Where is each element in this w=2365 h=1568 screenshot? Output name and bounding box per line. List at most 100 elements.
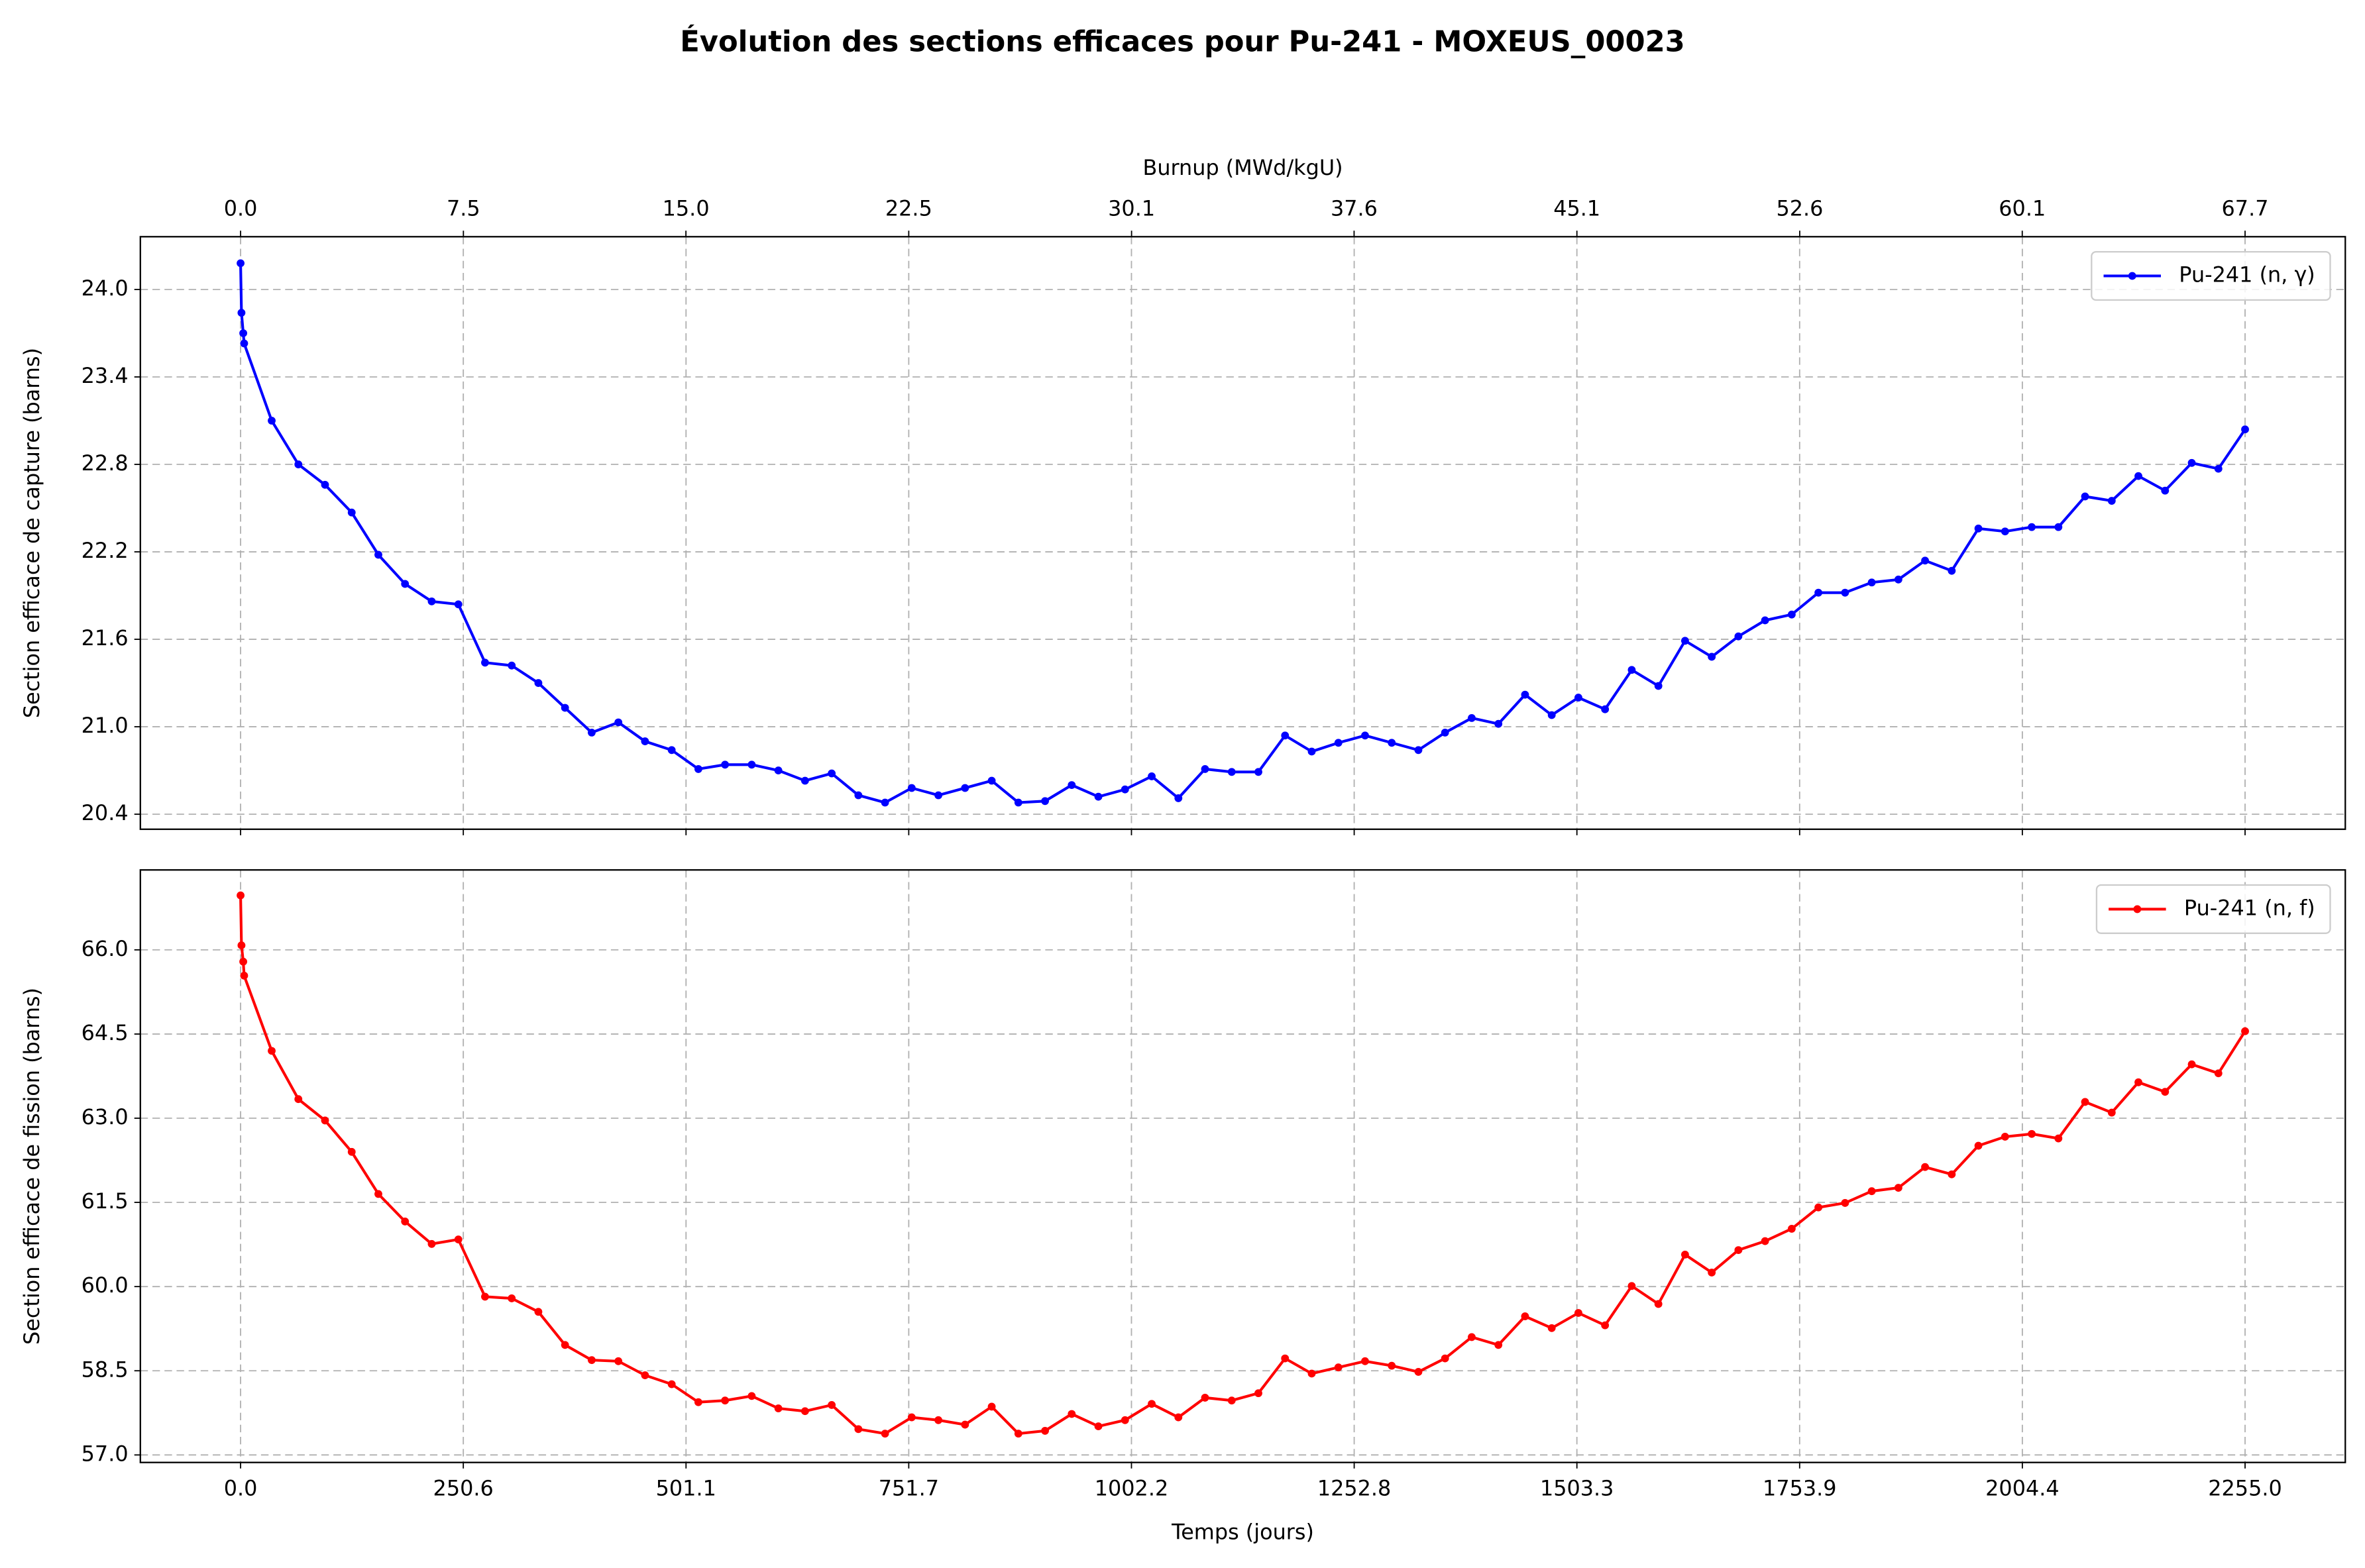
- data-point: [1254, 768, 1262, 776]
- data-point: [427, 597, 436, 605]
- data-point: [294, 460, 303, 468]
- data-point: [2187, 458, 2196, 467]
- data-point: [240, 971, 248, 980]
- data-point: [268, 417, 276, 425]
- data-point: [1867, 1187, 1876, 1196]
- x-axis-label: Temps (jours): [1171, 1520, 1314, 1545]
- data-point: [239, 329, 248, 337]
- data-point: [2081, 1098, 2089, 1106]
- data-point: [481, 1292, 489, 1301]
- data-point: [2214, 464, 2223, 473]
- data-point: [2134, 472, 2142, 480]
- data-point: [1014, 1430, 1022, 1438]
- data-point: [1414, 1368, 1423, 1376]
- legend-marker: [2128, 272, 2136, 280]
- data-point: [961, 1420, 969, 1429]
- data-point: [1761, 1237, 1769, 1245]
- y-tick-label: 66.0: [82, 936, 129, 961]
- data-point: [321, 480, 329, 489]
- data-point: [401, 1217, 410, 1226]
- legend-box: [2095, 884, 2331, 934]
- x2-tick-label: 7.5: [447, 195, 480, 221]
- data-point: [1654, 682, 1663, 690]
- data-point: [1974, 1141, 1983, 1150]
- data-point: [268, 1047, 276, 1055]
- data-point: [987, 1402, 996, 1411]
- y-tick-label: 63.0: [82, 1104, 129, 1129]
- data-point: [481, 658, 489, 667]
- y-axis-label: Section efficace de capture (barns): [19, 348, 44, 718]
- data-point: [588, 1356, 596, 1365]
- y-tick-label: 23.4: [82, 363, 129, 388]
- data-point: [747, 760, 756, 769]
- data-point: [1921, 1163, 1930, 1171]
- plot-frame: [139, 236, 2346, 830]
- data-point: [2107, 497, 2116, 505]
- data-point: [828, 1401, 836, 1409]
- data-point: [454, 1235, 463, 1243]
- y-tick-label: 64.5: [82, 1020, 129, 1045]
- data-point: [240, 339, 248, 348]
- data-point: [881, 1430, 889, 1438]
- y-tick-label: 20.4: [82, 800, 129, 825]
- y-tick-label: 21.0: [82, 713, 129, 738]
- x2-tick-label: 30.1: [1108, 195, 1155, 221]
- data-point: [1148, 1400, 1156, 1408]
- data-point: [2001, 1133, 2009, 1141]
- data-point: [641, 1371, 649, 1379]
- data-point: [2054, 1134, 2063, 1143]
- y-tick-label: 22.2: [82, 538, 129, 563]
- x-tick-label: 1753.9: [1763, 1476, 1836, 1501]
- data-point: [1468, 1333, 1476, 1341]
- x-tick-label: 751.7: [879, 1476, 939, 1501]
- data-point: [1787, 610, 1796, 619]
- data-point: [1227, 768, 1236, 776]
- data-point: [934, 1416, 943, 1424]
- data-point: [800, 776, 809, 785]
- data-point: [1201, 764, 1209, 773]
- data-point: [1627, 1282, 1636, 1290]
- data-point: [374, 1190, 382, 1198]
- data-point: [1174, 1413, 1183, 1422]
- data-point: [1841, 588, 1849, 597]
- x-tick-label: 250.6: [433, 1476, 494, 1501]
- data-point: [800, 1407, 809, 1416]
- data-point: [1814, 588, 1823, 597]
- data-point: [1680, 637, 1689, 645]
- data-point: [2241, 425, 2249, 434]
- data-point: [1734, 632, 1743, 641]
- data-point: [881, 798, 889, 807]
- data-point: [321, 1116, 329, 1125]
- data-point: [1654, 1300, 1663, 1308]
- x2-tick-label: 22.5: [885, 195, 932, 221]
- data-point: [2161, 1088, 2170, 1096]
- data-point: [1521, 690, 1529, 699]
- data-point: [1734, 1246, 1743, 1255]
- x2-tick-label: 52.6: [1776, 195, 1823, 221]
- data-point: [854, 791, 863, 800]
- data-point: [237, 941, 246, 950]
- data-point: [1254, 1389, 1262, 1398]
- x2-tick-label: 37.6: [1331, 195, 1378, 221]
- data-point: [588, 728, 596, 737]
- data-point: [1281, 1354, 1290, 1363]
- data-point: [1068, 781, 1076, 790]
- data-point: [1547, 711, 1556, 719]
- y-axis-label: Section efficace de fission (barns): [19, 988, 44, 1345]
- data-point: [1680, 1250, 1689, 1259]
- data-point: [1441, 1354, 1449, 1363]
- x2-tick-label: 67.7: [2222, 195, 2269, 221]
- legend-box: [2091, 250, 2331, 301]
- data-point: [614, 1357, 623, 1365]
- panel: 0.0 250.6 501.1 751.7 1002.2 1252.8 1503.3 1753…: [19, 869, 2346, 1545]
- data-point: [934, 791, 943, 800]
- data-point: [694, 1398, 702, 1406]
- y-tick-label: 22.8: [82, 450, 129, 476]
- data-point: [374, 550, 382, 559]
- data-point: [1068, 1410, 1076, 1418]
- data-point: [1974, 524, 1983, 533]
- data-point: [561, 1341, 569, 1349]
- data-point: [721, 760, 730, 769]
- data-point: [401, 580, 410, 588]
